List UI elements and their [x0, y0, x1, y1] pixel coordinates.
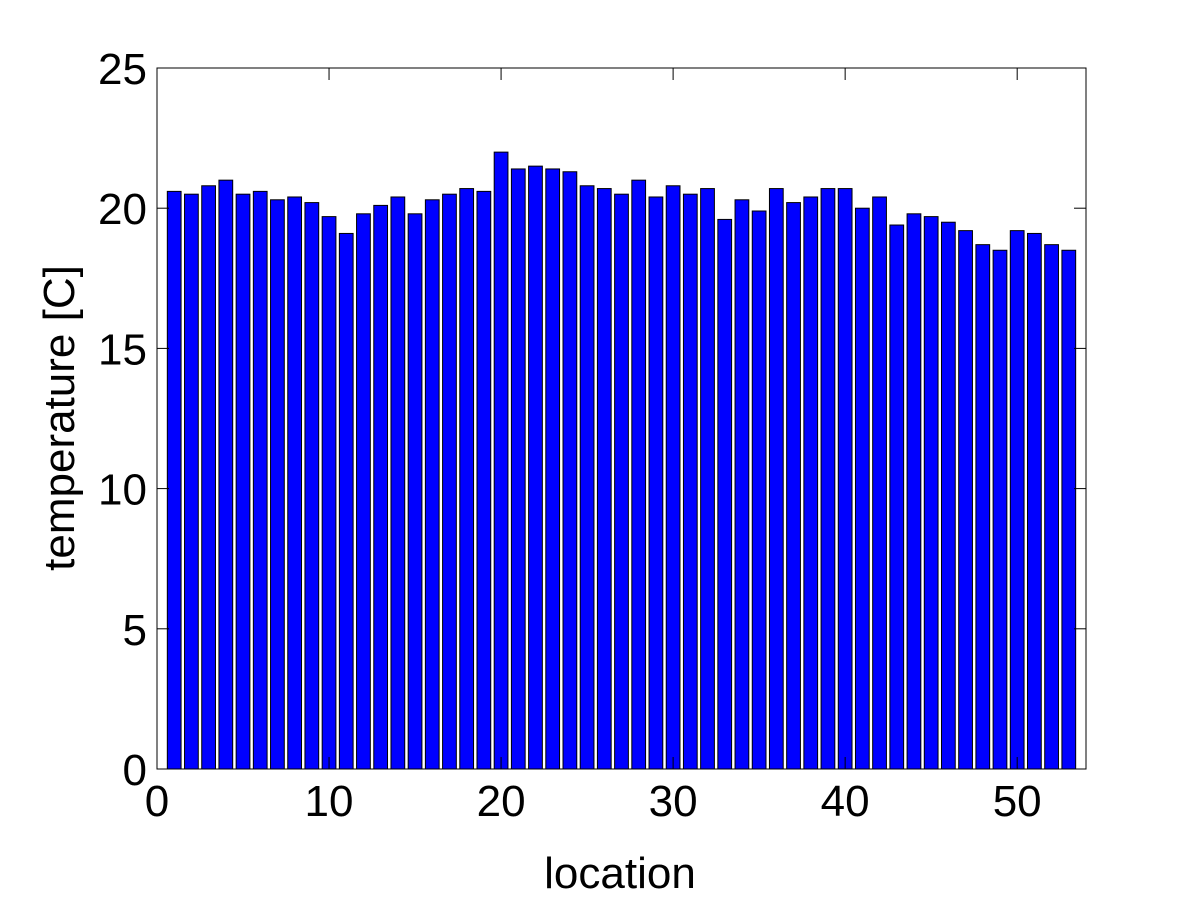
bar — [235, 193, 251, 770]
bar — [751, 210, 767, 770]
bar — [287, 196, 303, 770]
bar — [304, 202, 320, 770]
bar — [356, 213, 371, 770]
bar — [562, 171, 578, 770]
bar — [1061, 249, 1077, 770]
bar — [184, 193, 199, 770]
bar — [545, 168, 561, 770]
bar — [614, 193, 629, 770]
bar — [270, 199, 285, 770]
bar — [923, 216, 939, 770]
bar — [768, 188, 784, 770]
bar — [820, 188, 836, 770]
bar — [252, 190, 268, 770]
bar — [321, 216, 337, 770]
bar — [528, 165, 543, 770]
x-tick-label: 0 — [145, 777, 169, 826]
x-tick-label: 30 — [649, 777, 698, 826]
x-axis-title: location — [544, 849, 696, 898]
bar — [992, 249, 1008, 770]
y-tick-label: 5 — [123, 606, 147, 655]
bar — [803, 196, 819, 770]
bar — [837, 188, 853, 770]
bar — [854, 207, 870, 770]
bar — [338, 232, 354, 770]
y-tick-label: 10 — [98, 466, 147, 515]
tick-labels-group: 0 10 20 30 40 50 0 5 10 15 20 25 — [98, 45, 1042, 826]
bar — [1044, 244, 1059, 770]
bar — [493, 151, 509, 770]
bar — [906, 213, 922, 770]
bar — [734, 199, 750, 770]
bar — [442, 193, 457, 770]
bar — [407, 213, 423, 770]
bar — [682, 193, 698, 770]
bar — [717, 218, 733, 770]
bar — [940, 221, 956, 770]
bar — [1027, 232, 1042, 770]
bar — [889, 224, 905, 770]
bar — [786, 202, 801, 770]
bar — [390, 196, 406, 770]
x-tick-label: 10 — [305, 777, 354, 826]
bar — [631, 179, 647, 770]
bar — [1009, 230, 1025, 770]
y-axis-title: temperature [C] — [35, 265, 84, 571]
x-tick-label: 50 — [993, 777, 1042, 826]
bar — [373, 204, 389, 770]
y-tick-label: 25 — [98, 45, 147, 94]
bar — [476, 190, 492, 770]
y-tick-label: 0 — [123, 746, 147, 795]
bar — [975, 244, 991, 770]
plot-frame — [156, 67, 1087, 770]
bar — [579, 185, 595, 770]
bar — [218, 179, 234, 770]
x-tick-label: 20 — [477, 777, 526, 826]
x-tick-label: 40 — [821, 777, 870, 826]
bar — [665, 185, 681, 770]
bar — [596, 188, 612, 770]
bar — [424, 199, 440, 770]
bar — [958, 230, 973, 770]
y-tick-label: 15 — [98, 325, 147, 374]
bar — [459, 188, 475, 770]
bar — [700, 188, 715, 770]
bar — [648, 196, 664, 770]
bar — [201, 185, 216, 770]
bar — [166, 190, 182, 770]
bar — [872, 196, 887, 770]
bar — [510, 168, 526, 770]
y-tick-label: 20 — [98, 185, 147, 234]
